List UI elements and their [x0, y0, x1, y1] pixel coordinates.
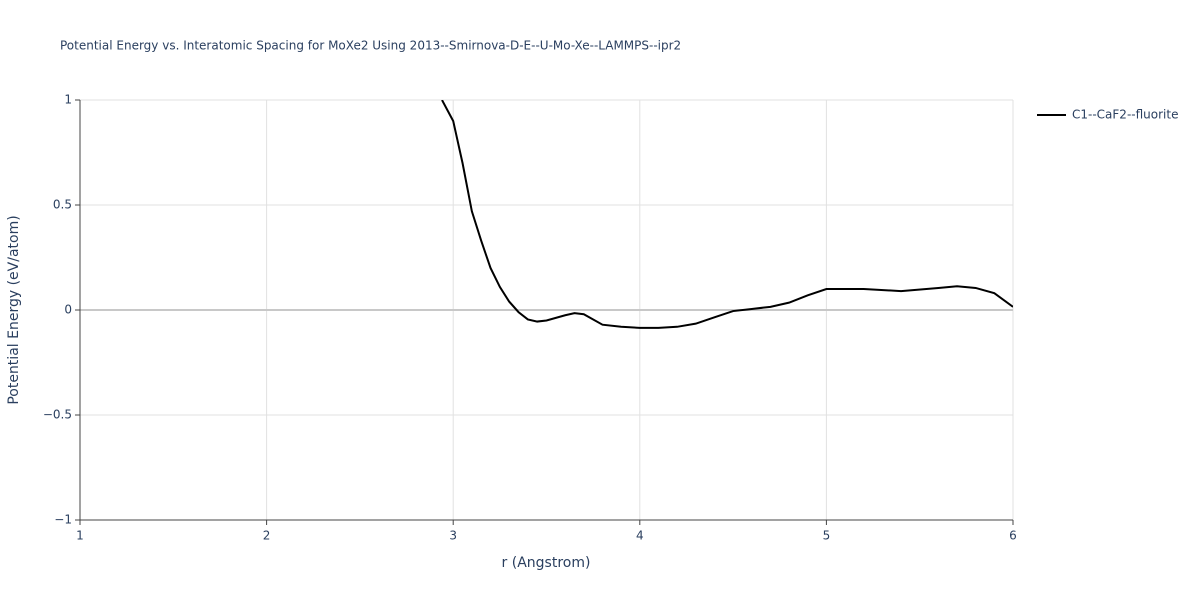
x-tick-label: 6 [1009, 529, 1017, 543]
y-tick-label: 0.5 [53, 198, 72, 212]
legend-label: C1--CaF2--fluorite [1072, 108, 1178, 122]
x-tick-label: 1 [76, 529, 84, 543]
x-tick-label: 3 [449, 529, 457, 543]
y-tick-label: 0 [64, 303, 72, 317]
data-line [441, 100, 1013, 329]
x-tick-label: 2 [263, 529, 271, 543]
chart-title: Potential Energy vs. Interatomic Spacing… [60, 39, 681, 53]
x-tick-label: 4 [636, 529, 644, 543]
y-tick-label: −1 [54, 513, 72, 527]
y-tick-label: −0.5 [43, 408, 72, 422]
y-axis-title: Potential Energy (eV/atom) [6, 215, 22, 404]
y-tick-label: 1 [64, 93, 72, 107]
x-tick-label: 5 [823, 529, 831, 543]
x-axis-title: r (Angstrom) [502, 555, 591, 571]
